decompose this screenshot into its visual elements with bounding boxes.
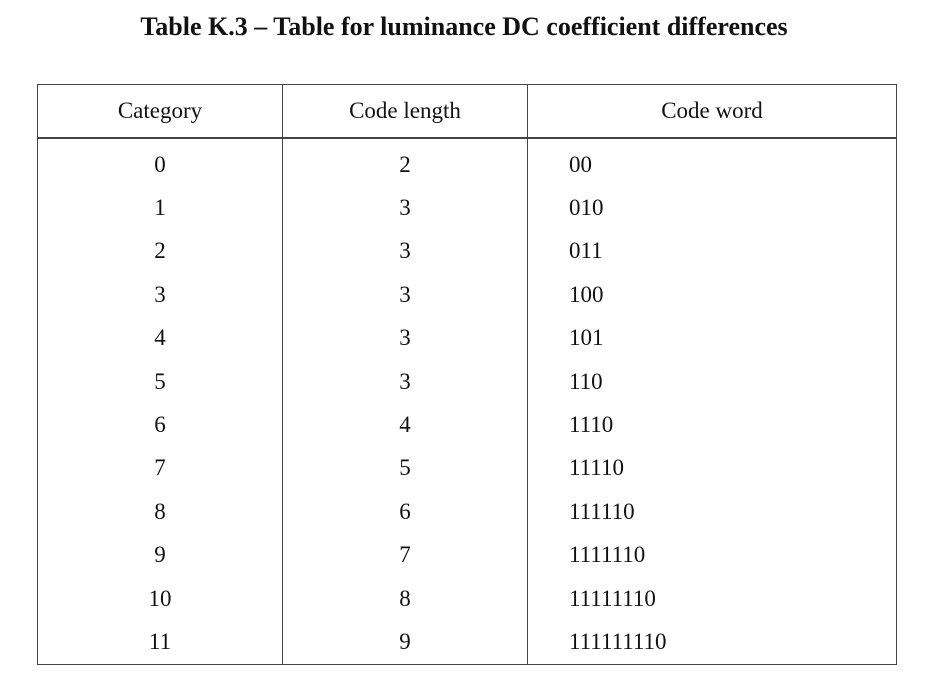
table-row: 7 5 11110 <box>37 446 897 491</box>
code-word-cell: 1110 <box>527 403 897 447</box>
table-row: 2 3 011 <box>37 229 897 274</box>
code-length-cell: 3 <box>282 359 528 404</box>
code-length-cell: 8 <box>282 576 528 621</box>
code-word-cell: 1111110 <box>527 533 897 577</box>
code-length-cell: 9 <box>282 620 528 665</box>
table-row: 9 7 1111110 <box>37 533 897 577</box>
table-row: 0 2 00 <box>37 138 897 187</box>
category-cell: 3 <box>37 273 283 317</box>
category-cell: 4 <box>37 316 283 360</box>
code-length-cell: 5 <box>282 446 528 491</box>
code-length-cell: 3 <box>282 186 528 230</box>
category-cell: 5 <box>37 359 283 404</box>
code-length-cell: 3 <box>282 273 528 317</box>
table-row: 8 6 111110 <box>37 490 897 534</box>
category-cell: 1 <box>37 186 283 230</box>
code-length-cell: 3 <box>282 229 528 274</box>
table-row: 11 9 111111110 <box>37 620 897 665</box>
header-code-length: Code length <box>282 84 528 139</box>
category-cell: 10 <box>37 576 283 621</box>
code-word-cell: 11110 <box>527 446 897 491</box>
code-length-cell: 6 <box>282 490 528 534</box>
category-cell: 0 <box>37 138 283 187</box>
code-word-cell: 010 <box>527 186 897 230</box>
header-category: Category <box>37 84 283 139</box>
code-word-cell: 110 <box>527 359 897 404</box>
header-row: Category Code length Code word <box>37 84 897 139</box>
category-cell: 8 <box>37 490 283 534</box>
code-word-cell: 100 <box>527 273 897 317</box>
code-length-cell: 4 <box>282 403 528 447</box>
header-code-word: Code word <box>527 84 897 139</box>
category-cell: 6 <box>37 403 283 447</box>
code-word-cell: 101 <box>527 316 897 360</box>
code-length-cell: 2 <box>282 138 528 187</box>
category-cell: 9 <box>37 533 283 577</box>
code-length-cell: 3 <box>282 316 528 360</box>
category-cell: 11 <box>37 620 283 665</box>
table-row: 5 3 110 <box>37 359 897 404</box>
code-word-cell: 111111110 <box>527 620 897 665</box>
category-cell: 2 <box>37 229 283 274</box>
code-word-cell: 11111110 <box>527 576 897 621</box>
code-length-cell: 7 <box>282 533 528 577</box>
table-row: 3 3 100 <box>37 273 897 317</box>
table-title: Table K.3 – Table for luminance DC coeff… <box>140 12 788 41</box>
table-row: 10 8 11111110 <box>37 576 897 621</box>
table-row: 4 3 101 <box>37 316 897 360</box>
table-row: 6 4 1110 <box>37 403 897 447</box>
table-row: 1 3 010 <box>37 186 897 230</box>
huffman-code-table: Category Code length Code word 0 2 00 1 … <box>37 84 897 665</box>
code-word-cell: 111110 <box>527 490 897 534</box>
code-word-cell: 00 <box>527 138 897 187</box>
code-word-cell: 011 <box>527 229 897 274</box>
category-cell: 7 <box>37 446 283 491</box>
